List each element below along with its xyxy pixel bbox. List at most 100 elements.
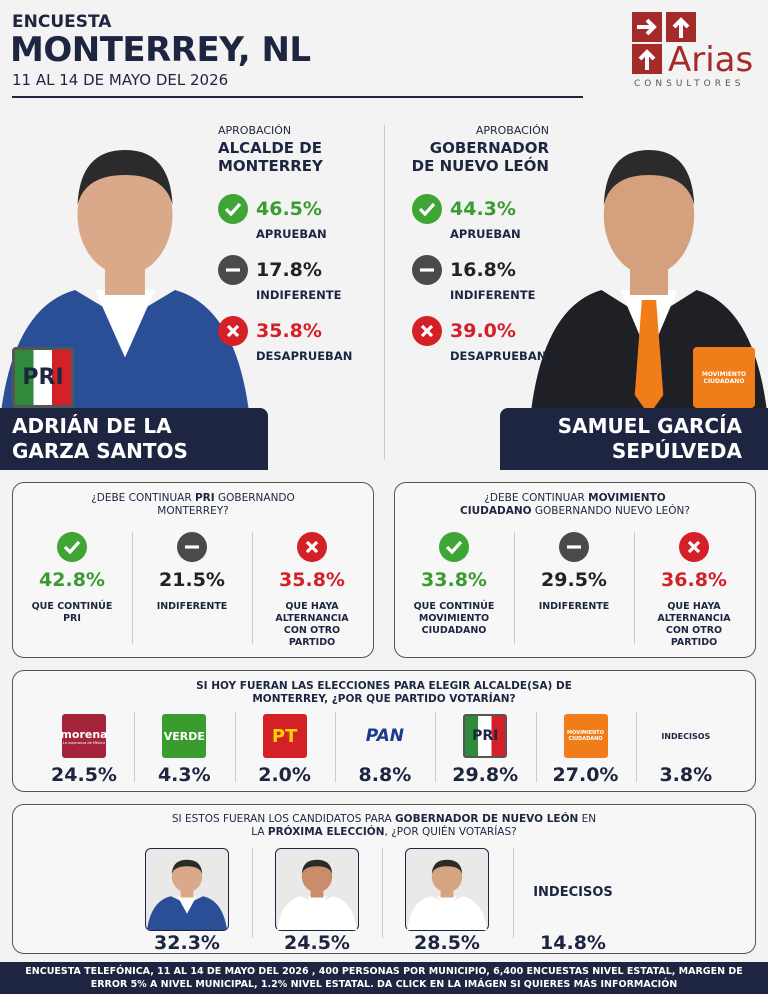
question-part: PRÓXIMA ELECCIÓN	[267, 826, 385, 838]
divider	[382, 848, 383, 938]
divider	[634, 532, 635, 644]
question-part: PRI	[194, 492, 215, 504]
vote-value: 29.8%	[452, 764, 519, 786]
stat-label: DESAPRUEBAN	[450, 349, 547, 363]
card	[12, 670, 756, 792]
question: SI ESTOS FUERAN LOS CANDIDATOS PARA GOBE…	[165, 813, 603, 839]
stat-label: APRUEBAN	[256, 227, 327, 241]
candidate-name: ADRIÁN DE LA GARZA SANTOS	[12, 414, 188, 463]
stat-value: 44.3%	[450, 198, 516, 220]
footer-note: ENCUESTA TELEFÓNICA, 11 AL 14 DE MAYO DE…	[25, 966, 743, 990]
vote-value: 27.0%	[552, 764, 619, 786]
brand-icon	[632, 12, 696, 42]
question-part: GOBERNANDO NUEVO LEÓN?	[531, 505, 690, 517]
vote-value: 28.5%	[414, 932, 480, 954]
question-part: SI HOY FUERAN LAS ELECCIONES PARA ELEGIR…	[196, 680, 572, 705]
question-part: ¿DEBE CONTINUAR	[91, 492, 195, 504]
party-logo: MOVIMIENTO CIUDADANO	[693, 347, 755, 408]
question-part: ¿DEBE CONTINUAR	[484, 492, 589, 504]
status-icon	[439, 532, 469, 562]
option-value: 36.8%	[661, 569, 727, 591]
question-part: SI ESTOS FUERAN LOS CANDIDATOS PARA	[171, 813, 396, 825]
question: ¿DEBE CONTINUAR MOVIMIENTO CIUDADANO GOB…	[454, 492, 696, 518]
vote-value: 2.0%	[258, 764, 311, 786]
divider	[384, 125, 385, 460]
brand-name: Arias	[668, 40, 754, 80]
card	[394, 482, 756, 658]
party-name: INDECISOS	[661, 731, 711, 741]
stat-label: INDIFERENTE	[256, 288, 342, 302]
party-name: VERDE	[163, 729, 205, 743]
vote-value: 3.8%	[659, 764, 713, 786]
divider	[132, 532, 133, 644]
vote-value: 24.5%	[51, 764, 117, 786]
party-logo: morena La esperanza de México	[60, 714, 108, 758]
party-logo: PRI	[12, 347, 74, 408]
option-label: INDIFERENTE	[538, 601, 610, 612]
question-part: GOBERNANDO MONTERREY?	[157, 492, 295, 517]
approval-title: ALCALDE DE MONTERREY	[218, 139, 323, 175]
stat-label: INDIFERENTE	[450, 288, 536, 302]
party-logo: PAN	[363, 714, 407, 758]
undecided-label: INDECISOS	[533, 885, 613, 900]
option-value: 33.8%	[421, 569, 487, 591]
question-part: , ¿POR QUIÉN VOTARÍAS?	[384, 826, 517, 838]
vote-value: 14.8%	[540, 932, 606, 954]
divider	[252, 532, 253, 644]
divider	[635, 712, 637, 782]
approval-title: GOBERNADOR DE NUEVO LEÓN	[411, 139, 549, 175]
stat-label: DESAPRUEBAN	[256, 349, 353, 363]
stat-value: 16.8%	[450, 259, 516, 281]
status-icon	[218, 316, 248, 346]
stat-label: APRUEBAN	[450, 227, 521, 241]
party-logo: PRI	[463, 714, 508, 758]
stat-value: 35.8%	[256, 320, 322, 342]
party-name: MOVIMIENTO CIUDADANO	[567, 730, 604, 742]
party-slogan: La esperanza de México	[62, 740, 106, 745]
option-label: QUE CONTINÚE MOVIMIENTO CIUDADANO	[413, 601, 495, 636]
option-label: QUE CONTINÚE PRI	[31, 601, 113, 624]
status-icon	[412, 255, 442, 285]
party-logo: PT	[262, 714, 307, 758]
status-icon	[679, 532, 709, 562]
stat-value: 46.5%	[256, 198, 322, 220]
vote-value: 8.8%	[358, 764, 412, 786]
kicker: APROBACIÓN	[218, 124, 292, 137]
status-icon	[218, 194, 248, 224]
option-value: 29.5%	[541, 569, 607, 591]
divider	[435, 712, 437, 782]
option-value: 42.8%	[39, 569, 105, 591]
option-label: QUE HAYA ALTERNANCIA CON OTRO PARTIDO	[657, 601, 731, 648]
question-part: GOBERNADOR DE NUEVO LEÓN	[395, 813, 579, 825]
name-box	[500, 408, 768, 470]
kicker: ENCUESTA	[12, 12, 112, 32]
dates: 11 AL 14 DE MAYO DEL 2026	[12, 71, 229, 89]
status-icon	[412, 316, 442, 346]
vote-value: 32.3%	[154, 932, 220, 954]
photo	[407, 852, 487, 930]
party-name: morena	[60, 727, 108, 741]
option-value: 35.8%	[279, 569, 345, 591]
divider	[334, 712, 336, 782]
party-name: PAN	[365, 726, 405, 746]
brand-tagline: CONSULTORES	[634, 79, 745, 89]
question: ¿DEBE CONTINUAR PRI GOBERNANDO MONTERREY…	[72, 492, 314, 518]
divider	[514, 532, 515, 644]
question-part: MOVIMIENTO CIUDADANO	[460, 492, 666, 517]
kicker: APROBACIÓN	[475, 124, 549, 137]
party-name: PRI	[472, 728, 499, 744]
option-value: 21.5%	[159, 569, 225, 591]
rule	[12, 96, 583, 98]
party-name: PT	[271, 725, 298, 747]
footer-bar	[0, 962, 768, 994]
party-logo: MOVIMIENTO CIUDADANO	[563, 714, 608, 758]
party-logo: VERDE	[162, 714, 207, 758]
stat-value: 39.0%	[450, 320, 516, 342]
divider	[252, 848, 253, 938]
vote-value: 4.3%	[157, 764, 211, 786]
divider	[134, 712, 136, 782]
question: SI HOY FUERAN LAS ELECCIONES PARA ELEGIR…	[160, 680, 608, 706]
status-icon	[57, 532, 87, 562]
status-icon	[412, 194, 442, 224]
